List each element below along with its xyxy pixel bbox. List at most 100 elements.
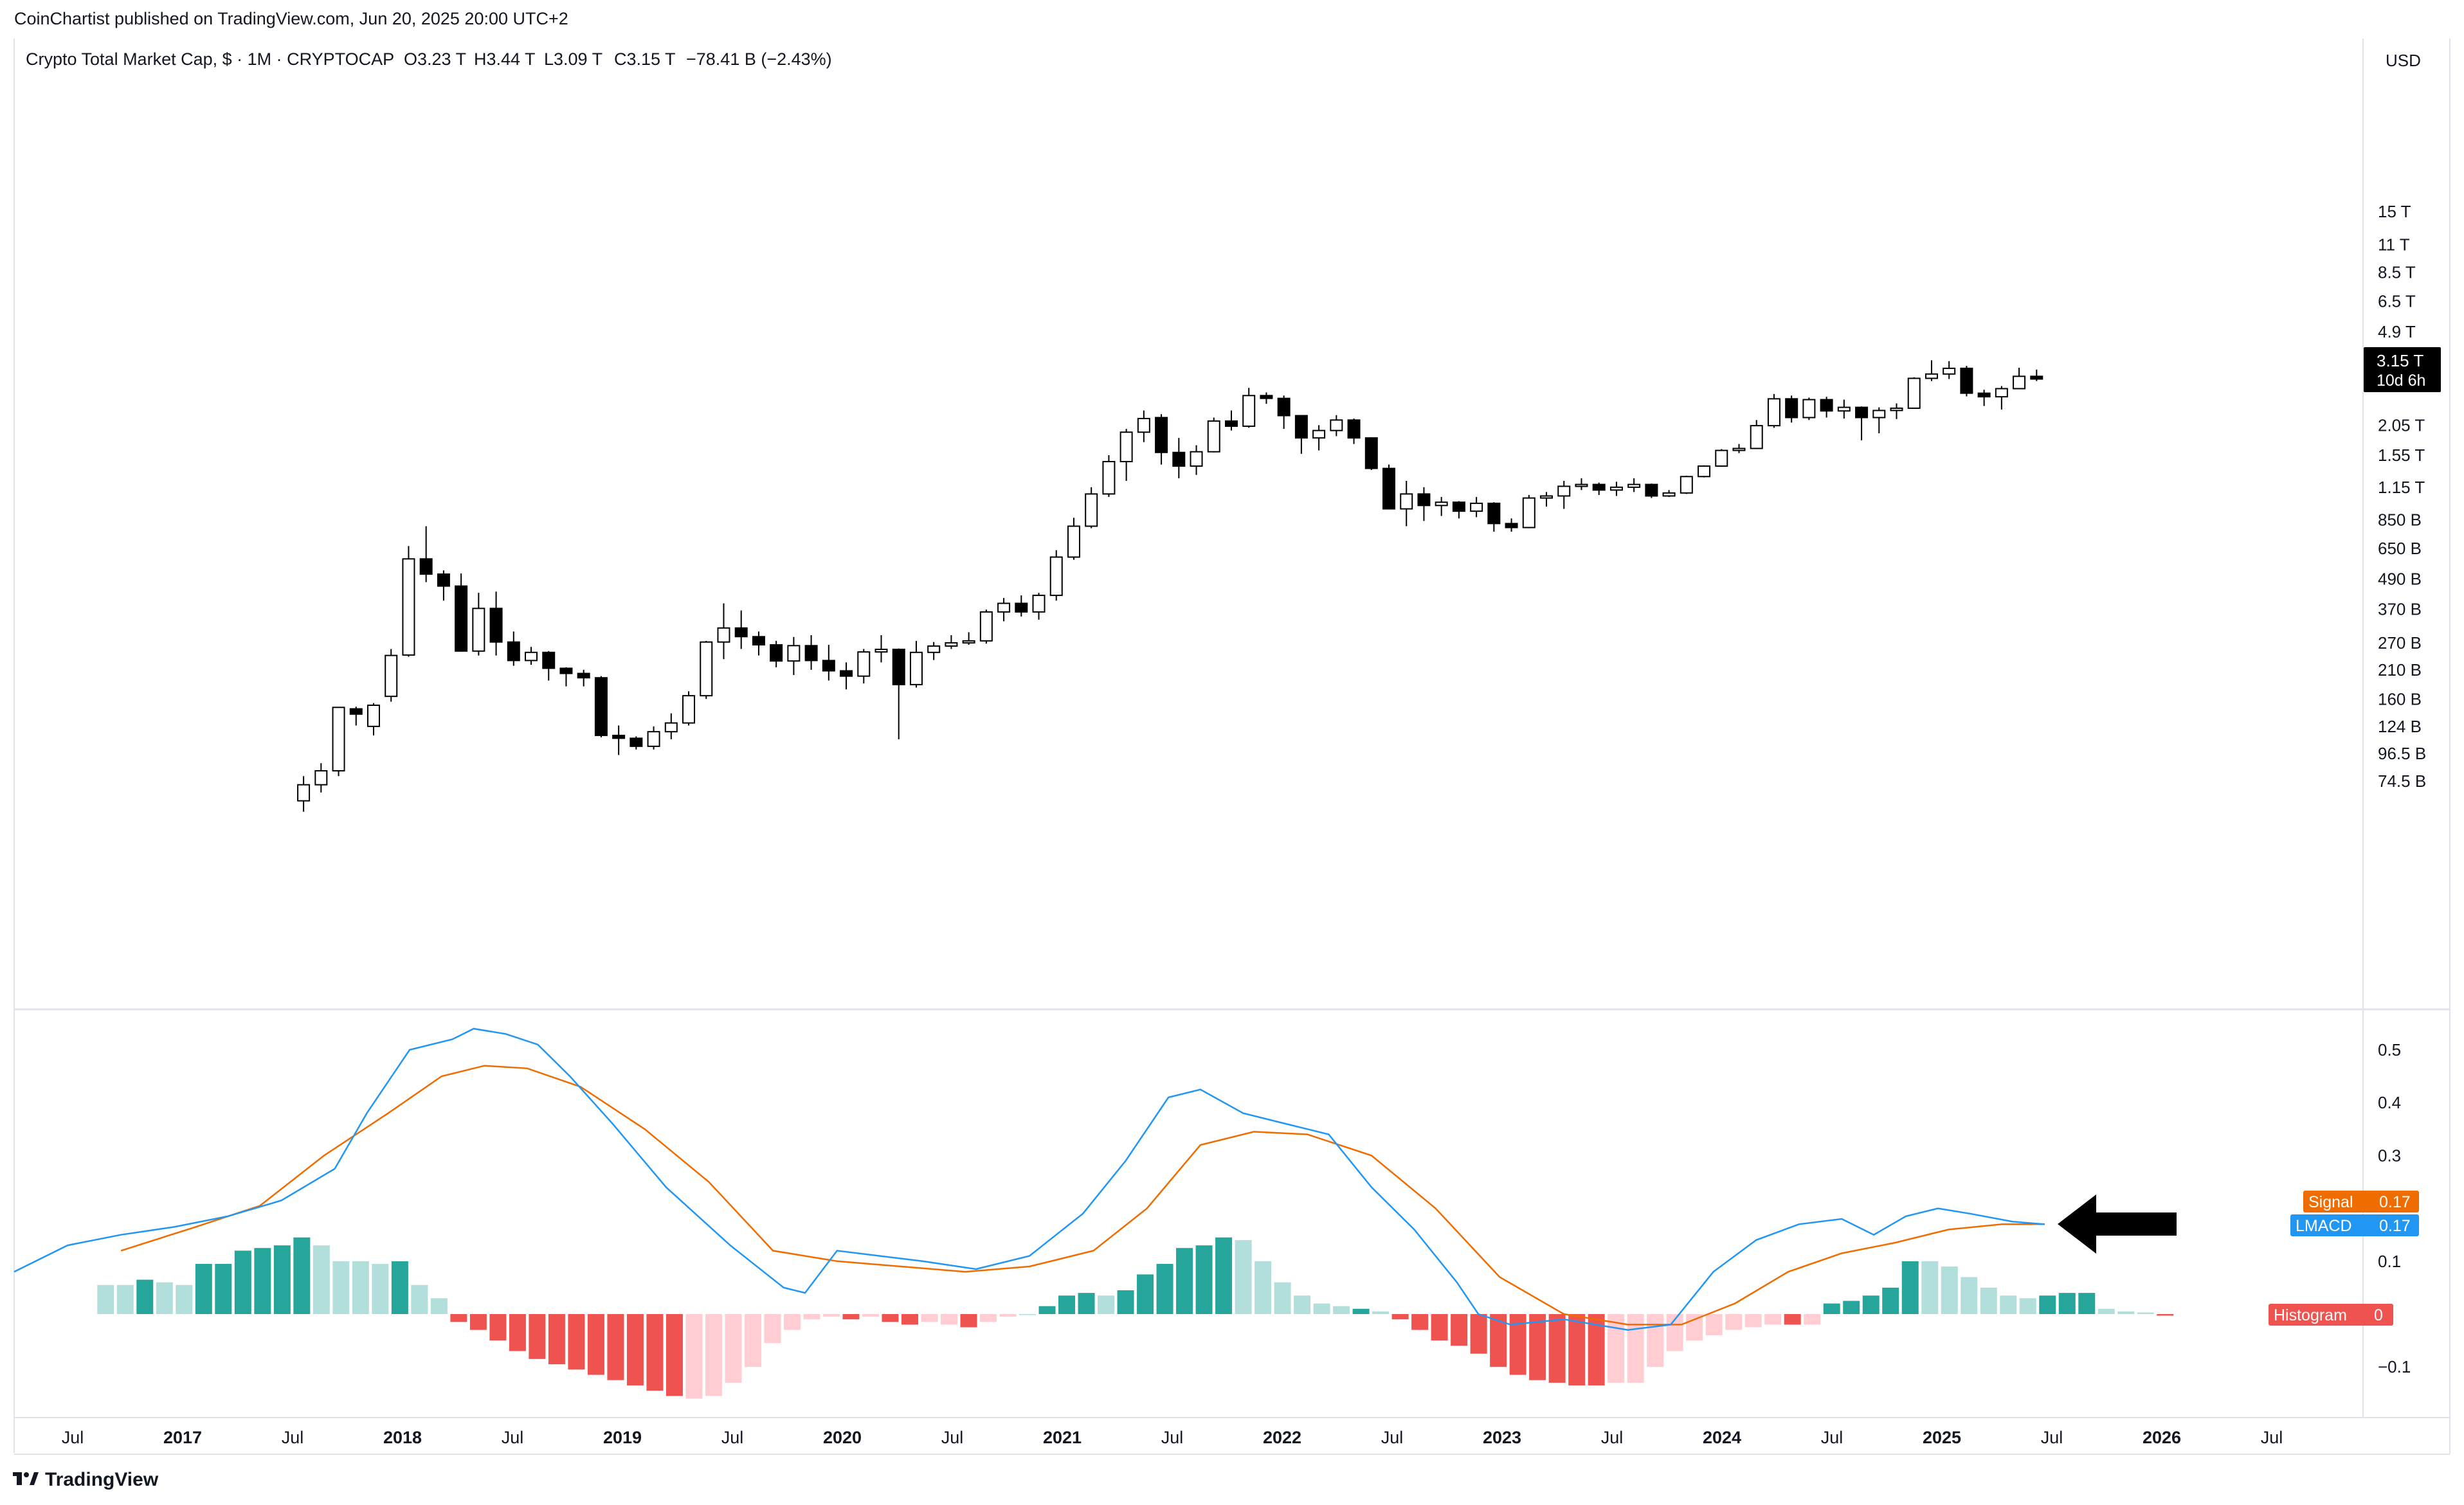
candle — [1855, 406, 1869, 440]
histogram-bar — [1705, 1314, 1723, 1335]
publisher-line: CoinChartist published on TradingView.co… — [14, 9, 568, 28]
candle — [909, 640, 923, 688]
candle-body — [1575, 483, 1588, 487]
candle-body — [1400, 493, 1413, 510]
candle — [770, 640, 783, 667]
histogram-bar — [372, 1263, 389, 1314]
candle — [367, 703, 380, 735]
candle-body — [1382, 467, 1396, 510]
histogram-bar — [1313, 1303, 1330, 1314]
histogram-bar — [1058, 1295, 1076, 1314]
macd-tick-label: 0.1 — [2378, 1252, 2401, 1271]
histogram-bar — [568, 1314, 585, 1370]
candle-body — [1820, 399, 1833, 412]
signal-badge-bg — [2303, 1191, 2419, 1212]
currency-label: USD — [2386, 51, 2421, 70]
time-axis: Jul 2017 Jul 2018 Jul 2019 Jul 2020 Jul 2021 Jul 20… — [62, 1428, 2283, 1447]
candle-body — [1015, 602, 1028, 613]
candle — [874, 635, 888, 663]
time-tick-label: Jul — [941, 1428, 964, 1447]
candle-body — [962, 640, 975, 644]
histogram-bar — [1764, 1314, 1782, 1325]
histogram-bar — [646, 1314, 664, 1391]
candle-body — [1907, 377, 1921, 409]
candle — [1242, 388, 1256, 428]
candle-body — [1242, 395, 1256, 427]
ohlc-high: H3.44 T — [474, 50, 536, 69]
time-tick-label: Jul — [1381, 1428, 1404, 1447]
candle — [1592, 482, 1606, 495]
candle-body — [594, 677, 608, 736]
candle-body — [1732, 447, 1746, 451]
candle-body — [770, 644, 783, 662]
histogram-bar — [1901, 1261, 1919, 1314]
ohlc-low: L3.09 T — [544, 50, 602, 69]
histogram-bar — [176, 1284, 193, 1314]
candle — [787, 636, 801, 676]
histogram-bar — [1215, 1237, 1233, 1314]
histogram-bar — [1980, 1287, 1997, 1314]
tradingview-logo[interactable]: TradingView — [13, 1469, 158, 1491]
candle-body — [1364, 437, 1378, 469]
candle-body — [402, 558, 415, 656]
candle — [857, 649, 871, 684]
candle-body — [1522, 497, 1535, 528]
candle-body — [1960, 367, 1973, 394]
candle-body — [1750, 425, 1763, 449]
candle-body — [1155, 417, 1168, 453]
candle-body — [1662, 492, 1676, 497]
candle-body — [1487, 502, 1501, 525]
histogram-bar — [1255, 1261, 1272, 1314]
candle — [1470, 497, 1483, 518]
histogram-bar — [1548, 1314, 1566, 1383]
candle — [2013, 367, 2026, 390]
candle — [1312, 425, 1326, 451]
candle — [1487, 502, 1501, 532]
candle-body — [1698, 465, 1711, 478]
candle-body — [507, 641, 520, 662]
candle-body — [2013, 375, 2026, 390]
histogram-bar — [1921, 1261, 1939, 1314]
candle-body — [472, 608, 485, 652]
candle — [1435, 497, 1448, 516]
candle-body — [630, 737, 643, 747]
candle — [1032, 593, 1046, 620]
candle — [402, 546, 415, 657]
candle-body — [1102, 460, 1116, 495]
candle-body — [892, 649, 905, 685]
candle — [962, 632, 975, 645]
candle — [1575, 478, 1588, 491]
candle — [734, 610, 748, 649]
histogram-bar — [136, 1279, 154, 1314]
candle-body — [455, 585, 468, 652]
candle-body — [874, 649, 888, 653]
histogram-bar — [882, 1314, 899, 1322]
histogram-badge-label: Histogram — [2274, 1306, 2347, 1324]
candle-body — [1837, 406, 1851, 412]
candle — [1155, 414, 1168, 465]
candle-body — [1785, 398, 1798, 419]
histogram-bar — [862, 1314, 879, 1317]
candle — [664, 713, 678, 739]
candle-body — [1680, 476, 1693, 494]
candle — [1609, 482, 1623, 496]
candle — [1172, 438, 1186, 478]
price-tick-label: 124 B — [2378, 717, 2422, 736]
candle — [1137, 410, 1150, 442]
candle — [1977, 390, 1991, 406]
ohlc-open: O3.23 T — [404, 50, 466, 69]
candle — [1680, 475, 1693, 494]
candle — [2030, 369, 2043, 381]
histogram-bar — [1274, 1282, 1291, 1314]
candle — [489, 591, 503, 656]
price-tick-label: 370 B — [2378, 599, 2422, 618]
histogram-bar — [1961, 1277, 1978, 1314]
candle-body — [1032, 595, 1046, 613]
candle-body — [559, 667, 573, 674]
tradingview-logo-icon — [13, 1470, 40, 1491]
signal-line — [120, 1065, 2045, 1326]
signal-badge: Signal 0.17 — [2303, 1191, 2419, 1212]
candle-body — [1049, 556, 1063, 597]
histogram-bar — [1098, 1295, 1115, 1314]
